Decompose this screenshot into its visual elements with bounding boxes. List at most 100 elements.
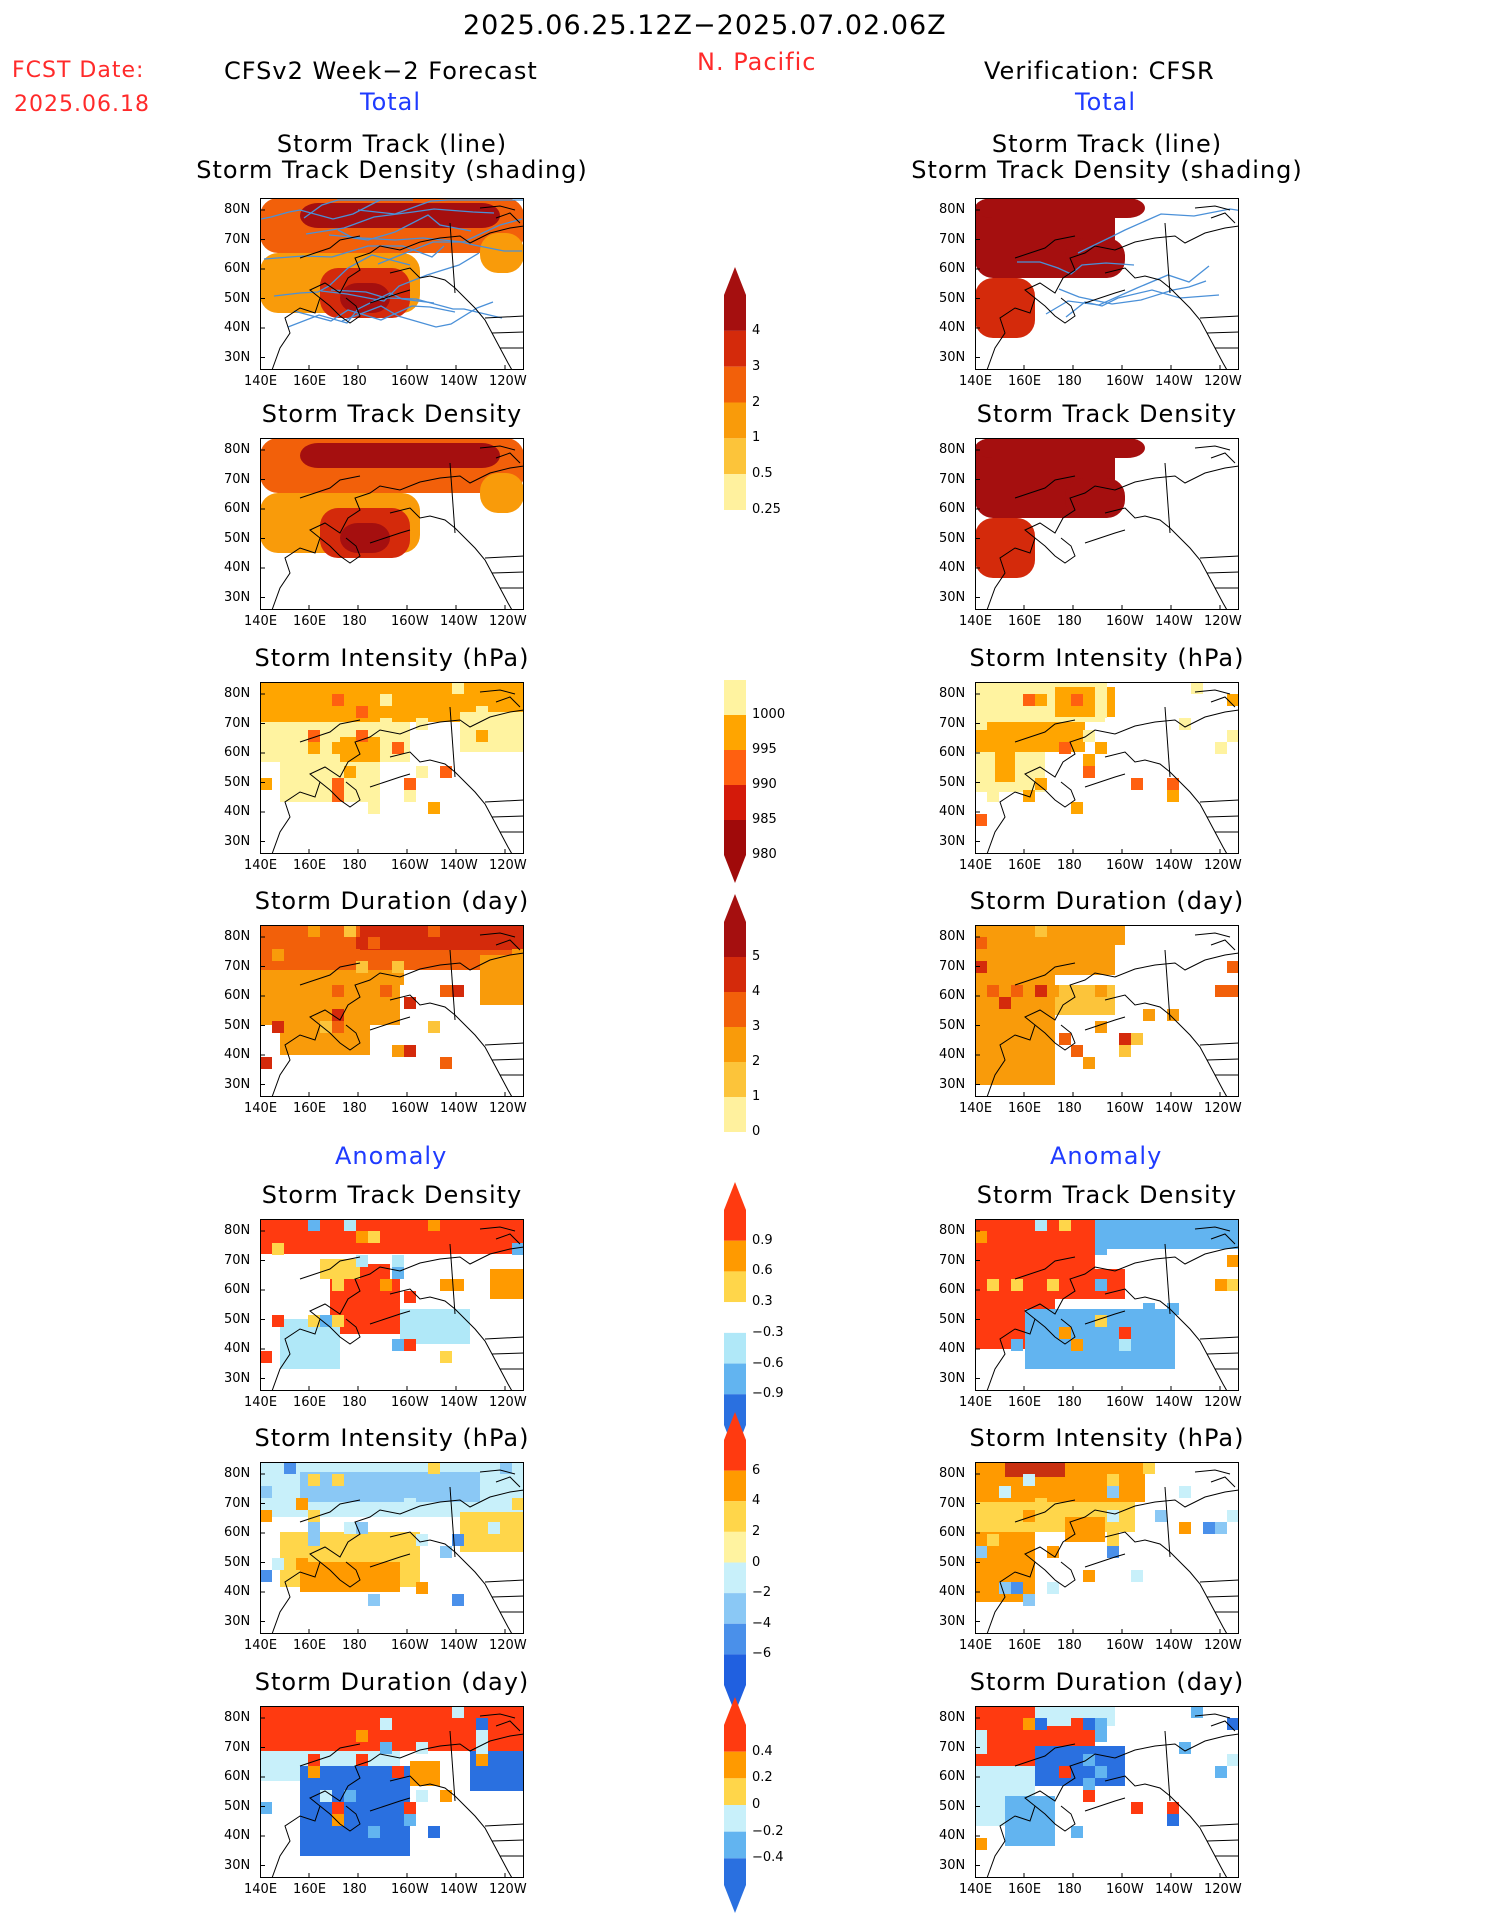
coastline [369,773,411,788]
fill-cell [356,706,368,718]
fill-cell [1119,1045,1131,1057]
fill-cell [356,1255,368,1267]
map-frame [260,925,524,1097]
fill-cell [1131,778,1143,790]
lon-label: 140E [959,1638,993,1653]
coastline [1084,1797,1126,1812]
colorbar-segment [724,680,746,715]
fcst-date-value: 2025.06.18 [14,92,150,117]
lat-label: 80N [224,1710,251,1725]
map-panel [974,682,1240,855]
fill-cell [1227,1279,1239,1291]
fill-cell [1143,1462,1155,1474]
fill-cell [1155,1510,1167,1522]
lon-label: 140E [959,614,993,629]
fill-cell [356,1730,368,1742]
colorbar-segment [724,1805,746,1832]
lat-label: 30N [939,1857,966,1873]
coastline [986,952,1240,1098]
lat-label: 50N [939,774,966,790]
fill-cell [440,1057,452,1069]
fill-cell [344,1790,356,1802]
lat-label: 80N [939,1710,966,1725]
fill-cell [308,1534,320,1546]
fill-region [300,1472,480,1502]
fill-cell [1071,1826,1083,1838]
fill-cell [512,1243,524,1255]
lat-label: 60N [939,988,966,1003]
fill-cell [1023,1778,1035,1790]
map-panel [259,1219,525,1392]
colorbar-segment [724,438,746,475]
coastline [479,445,516,451]
fill-cell [1059,925,1071,937]
colorbar-segment [724,474,746,510]
lat-label: 50N [939,530,966,546]
lon-label: 120W [1204,374,1242,389]
fill-cell [975,1730,987,1742]
lon-label: 140E [244,1101,278,1116]
fill-cell [1131,1570,1143,1582]
fill-cell [332,742,344,754]
coastline [1164,706,1171,778]
fill-cell [356,961,368,973]
colorbar-segment [724,366,746,403]
fill-cell [1023,1814,1035,1826]
colorbar-segment [724,1332,746,1364]
fill-cell [1023,1594,1035,1606]
fill-cell [1227,985,1239,997]
lat-label: 40N [939,1341,966,1356]
map-canvas [974,682,1240,855]
fill-cell [1143,1303,1155,1315]
fill-cell [1167,778,1179,790]
panel-title: Storm Track Density [261,400,523,428]
coastline [1014,1256,1076,1280]
lon-label: 140E [244,1638,278,1653]
fill-cell [308,1510,320,1522]
lon-label: 140W [1155,858,1193,873]
panel-title: Storm Duration (day) [969,887,1245,915]
lat-label: 70N [224,958,251,974]
fill-cell [1095,694,1107,706]
fill-cell [488,1522,500,1534]
fill-cell [1011,1339,1023,1351]
fill-cell [1083,1057,1095,1069]
fill-cell [452,1594,464,1606]
fill-cell [332,985,344,997]
lat-label: 70N [224,1252,251,1268]
map-panel [259,1706,525,1879]
fill-region [975,518,1035,578]
fill-cell [975,1838,987,1850]
fill-cell [987,1814,999,1826]
coastline [299,1499,361,1523]
fill-region [340,523,390,553]
panel-title: Storm Track Density [976,400,1238,428]
coastline [1034,1318,1076,1345]
colorbar-segment [724,750,746,785]
coastline [491,571,525,574]
fill-cell [260,1570,272,1582]
lat-label: 50N [224,1311,251,1327]
coastline [369,1797,411,1812]
coastline [495,1720,521,1732]
colorbar-segment [724,1623,746,1655]
fill-cell [356,1754,368,1766]
map-frame [975,682,1239,854]
lat-label: 60N [224,1525,251,1540]
lat-label: 80N [939,929,966,944]
lon-label: 140W [1155,374,1193,389]
colorbar-segment [724,1831,746,1859]
lat-label: 80N [939,1223,966,1238]
fill-cell [1227,1754,1239,1766]
lon-label: 160W [1106,1882,1144,1897]
lat-label: 30N [224,1370,251,1386]
fill-cell [452,1706,464,1718]
fill-cell [332,1766,344,1778]
coastline [369,529,411,544]
panel-title: Storm Duration (day) [254,1668,530,1696]
coastline [1210,939,1236,951]
lon-label: 160W [391,1101,429,1116]
colorbar-label: 980 [752,847,777,862]
lat-label: 30N [939,833,966,849]
fill-region [1125,1219,1155,1239]
